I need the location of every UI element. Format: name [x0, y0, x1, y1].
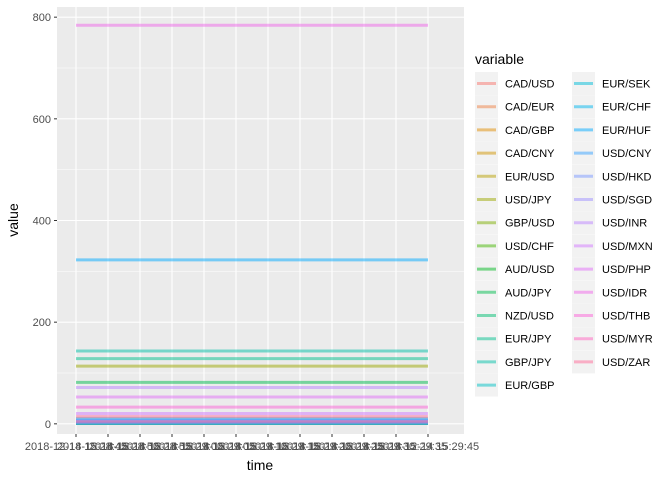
- x-axis-title: time: [247, 457, 274, 473]
- x-tick-label: 2018-12-14 15:29:00: [121, 441, 223, 453]
- x-tick-label: 2018-12-14 15:29:10: [185, 441, 287, 453]
- legend-label: EUR/SEK: [602, 79, 651, 91]
- legend-label: USD/THB: [602, 311, 650, 323]
- legend-label: CAD/GBP: [505, 125, 555, 137]
- series-lines: [76, 23, 428, 426]
- y-tick-label: 800: [33, 12, 51, 24]
- y-tick-label: 600: [33, 114, 51, 126]
- y-tick-label: 200: [33, 317, 51, 329]
- legend: CAD/USD CAD/EUR CAD/GBP CAD/CNY EUR/USD USD/J…: [475, 72, 653, 397]
- legend-label: USD/IDR: [602, 287, 647, 299]
- legend-label: CAD/EUR: [505, 102, 555, 114]
- legend-label: CAD/USD: [505, 79, 555, 91]
- legend-label: GBP/JPY: [505, 357, 552, 369]
- legend-label: EUR/CHF: [602, 102, 651, 114]
- legend-label: EUR/USD: [505, 171, 555, 183]
- legend-label: EUR/HUF: [602, 125, 651, 137]
- legend-label: USD/INR: [602, 218, 647, 230]
- x-tick-label: 2018-12-14 15:29:35: [345, 441, 447, 453]
- legend-title: variable: [475, 51, 524, 67]
- legend-label: CAD/CNY: [505, 148, 555, 160]
- x-tick-label: 2018-12-14 15:29:20: [249, 441, 351, 453]
- legend-label: USD/PHP: [602, 264, 651, 276]
- y-tick-label: 400: [33, 216, 51, 228]
- y-axis-title: value: [5, 203, 21, 237]
- legend-label: EUR/JPY: [505, 334, 552, 346]
- legend-label: USD/CHF: [505, 241, 554, 253]
- legend-label: USD/MYR: [602, 334, 653, 346]
- x-tick-label: 2018-12-14 15:28:45: [25, 441, 127, 453]
- legend-label: USD/ZAR: [602, 357, 650, 369]
- x-tick-label: 2018-12-14 15:29:15: [217, 441, 319, 453]
- legend-label: NZD/USD: [505, 311, 554, 323]
- legend-label: AUD/JPY: [505, 287, 552, 299]
- x-tick-label: 2018-12-14 15:28:50: [57, 441, 159, 453]
- grid-lines: [57, 7, 464, 434]
- x-tick-label: 2018-12-14 15:28:55: [89, 441, 191, 453]
- x-tick-label: 2018-12-14 15:29:05: [153, 441, 255, 453]
- legend-label: USD/SGD: [602, 195, 652, 207]
- y-axis: 0 200 400 600 800: [33, 12, 57, 431]
- y-tick-label: 0: [45, 419, 51, 431]
- legend-label: USD/MXN: [602, 241, 653, 253]
- legend-label: USD/CNY: [602, 148, 652, 160]
- x-tick-label: 2018-12-14 15:29:30: [313, 441, 415, 453]
- legend-label: EUR/GBP: [505, 380, 555, 392]
- legend-label: USD/JPY: [505, 195, 552, 207]
- legend-label: GBP/USD: [505, 218, 555, 230]
- x-tick-label: 2018-12-14 15:29:25: [281, 441, 383, 453]
- x-tick-label: 2018-12-14 15:29:45: [377, 441, 479, 453]
- legend-label: USD/HKD: [602, 171, 652, 183]
- legend-label: AUD/USD: [505, 264, 555, 276]
